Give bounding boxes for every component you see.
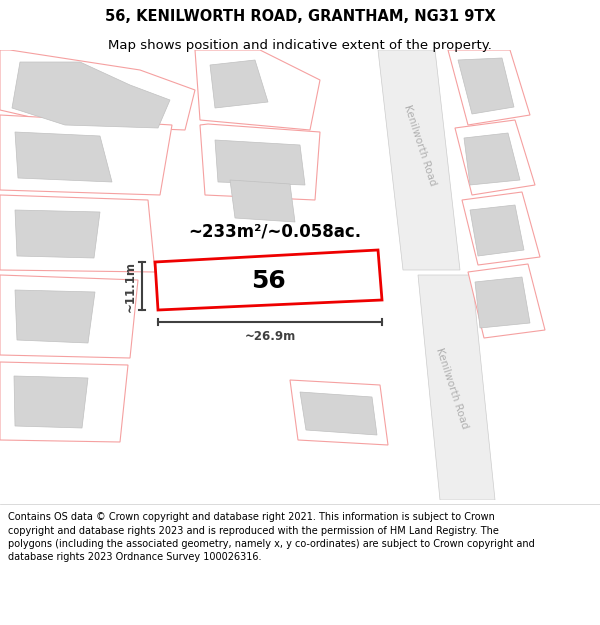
Text: 56, KENILWORTH ROAD, GRANTHAM, NG31 9TX: 56, KENILWORTH ROAD, GRANTHAM, NG31 9TX: [104, 9, 496, 24]
Text: Map shows position and indicative extent of the property.: Map shows position and indicative extent…: [108, 39, 492, 52]
Polygon shape: [230, 180, 295, 222]
Text: ~233m²/~0.058ac.: ~233m²/~0.058ac.: [188, 223, 361, 241]
Polygon shape: [458, 58, 514, 114]
Polygon shape: [15, 290, 95, 343]
Polygon shape: [462, 192, 540, 265]
Polygon shape: [155, 250, 382, 310]
Polygon shape: [0, 362, 128, 442]
Polygon shape: [300, 392, 377, 435]
Polygon shape: [0, 115, 172, 195]
Polygon shape: [0, 195, 155, 272]
Text: Kenilworth Road: Kenilworth Road: [434, 346, 470, 430]
Polygon shape: [200, 124, 320, 200]
Polygon shape: [14, 376, 88, 428]
Text: ~26.9m: ~26.9m: [244, 330, 296, 343]
Polygon shape: [210, 60, 268, 108]
Polygon shape: [12, 62, 170, 128]
Text: 56: 56: [251, 269, 286, 292]
Polygon shape: [418, 275, 495, 500]
Polygon shape: [468, 264, 545, 338]
Polygon shape: [195, 50, 320, 130]
Polygon shape: [475, 277, 530, 328]
Polygon shape: [455, 120, 535, 195]
Polygon shape: [448, 50, 530, 125]
Polygon shape: [15, 210, 100, 258]
Polygon shape: [0, 275, 138, 358]
Polygon shape: [15, 132, 112, 182]
Polygon shape: [464, 133, 520, 185]
Text: Contains OS data © Crown copyright and database right 2021. This information is : Contains OS data © Crown copyright and d…: [8, 512, 535, 562]
Polygon shape: [0, 50, 195, 130]
Polygon shape: [215, 140, 305, 185]
Text: Kenilworth Road: Kenilworth Road: [402, 103, 438, 187]
Polygon shape: [378, 50, 460, 270]
Polygon shape: [290, 380, 388, 445]
Text: ~11.1m: ~11.1m: [124, 261, 137, 311]
Polygon shape: [470, 205, 524, 256]
